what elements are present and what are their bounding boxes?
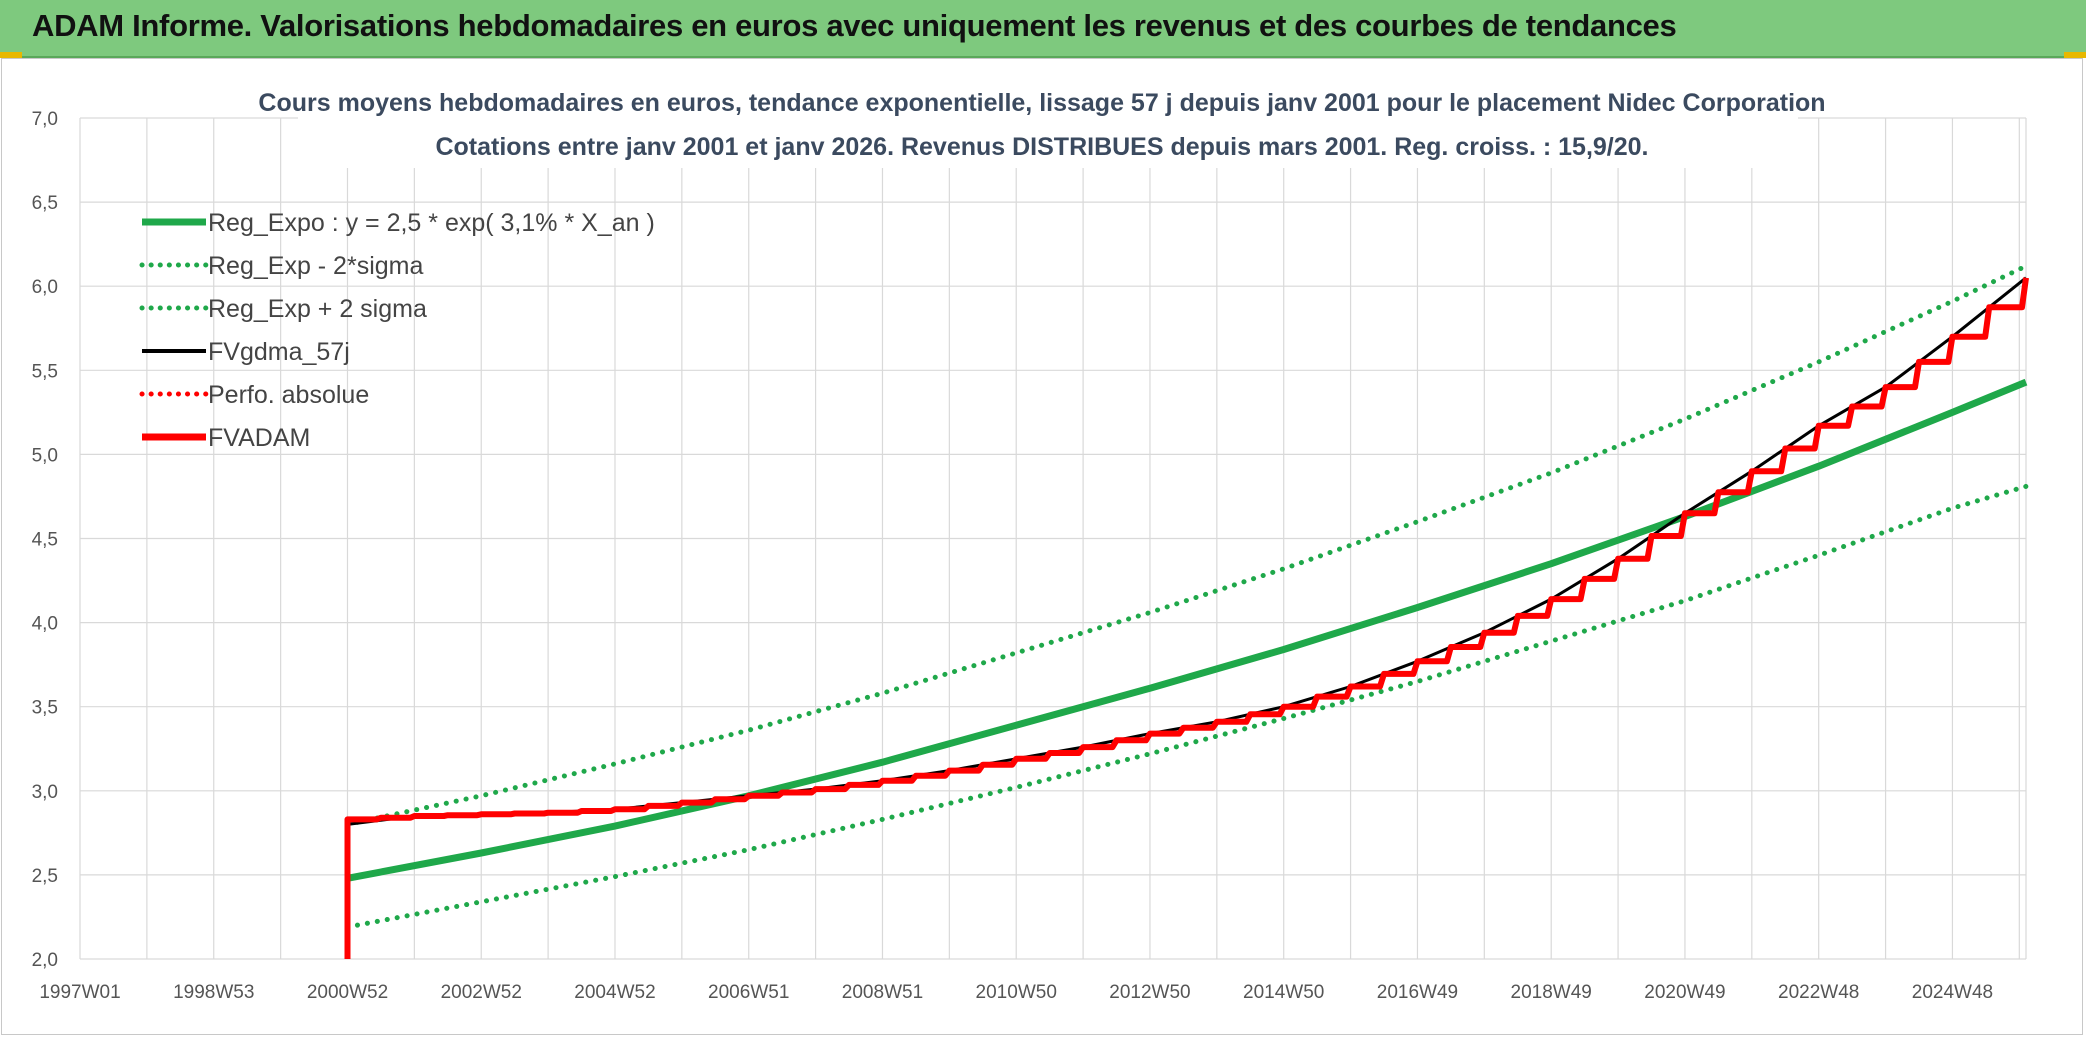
chart-title-line-2: Cotations entre janv 2001 et janv 2026. … — [435, 133, 1648, 161]
x-tick-label: 2012W50 — [1109, 982, 1190, 1003]
chart-titles: Cours moyens hebdomadaires en euros, ten… — [258, 80, 1826, 168]
report-banner: ADAM Informe. Valorisations hebdomadaire… — [0, 0, 2086, 58]
chart-title-background — [298, 80, 1798, 168]
x-tick-label: 2000W52 — [307, 982, 388, 1003]
legend-label-fvadam: FVADAM — [208, 424, 310, 452]
y-tick-label: 5,5 — [32, 361, 58, 382]
y-tick-label: 7,0 — [32, 109, 58, 130]
y-tick-label: 2,5 — [32, 866, 58, 887]
x-tick-label: 1997W01 — [39, 982, 120, 1003]
reg-expo-line — [346, 378, 2028, 882]
legend-label-reg_plus: Reg_Exp + 2 sigma — [208, 295, 427, 323]
x-tick-label: 2004W52 — [574, 982, 655, 1003]
y-tick-label: 2,0 — [32, 950, 58, 971]
x-tick-label: 2014W50 — [1243, 982, 1324, 1003]
chart-legend: Reg_Expo : y = 2,5 * exp( 3,1% * X_an ) R… — [139, 209, 655, 452]
report-title: ADAM Informe. Valorisations hebdomadaire… — [32, 8, 1677, 43]
x-tick-label: 2020W49 — [1644, 982, 1725, 1003]
x-tick-label: 2002W52 — [441, 982, 522, 1003]
fvadam-line — [344, 277, 2029, 959]
x-tick-label: 2024W48 — [1912, 982, 1993, 1003]
y-tick-label: 4,0 — [32, 614, 58, 635]
reg-plus-2sigma-line — [345, 263, 2029, 827]
y-axis-ticks: 2,0 2,5 3,0 3,5 4,0 4,5 5,0 5,5 6,0 6,5 7,0 — [32, 109, 58, 971]
y-tick-label: 5,0 — [32, 445, 58, 466]
banner-corner-right — [2064, 52, 2086, 58]
x-axis-ticks: 1997W01 1998W53 2000W52 2002W52 2004W52 2006W… — [39, 982, 1993, 1003]
y-tick-label: 6,5 — [32, 193, 58, 214]
legend-label-reg_expo: Reg_Expo : y = 2,5 * exp( 3,1% * X_an ) — [208, 209, 655, 237]
x-tick-label: 2006W51 — [708, 982, 789, 1003]
x-tick-label: 2010W50 — [976, 982, 1057, 1003]
chart-title-line-1: Cours moyens hebdomadaires en euros, ten… — [258, 89, 1825, 117]
chart-grid — [79, 117, 2027, 960]
legend-label-reg_minus: Reg_Exp - 2*sigma — [208, 252, 423, 280]
y-tick-label: 6,0 — [32, 277, 58, 298]
x-tick-label: 2008W51 — [842, 982, 923, 1003]
x-tick-label: 2018W49 — [1511, 982, 1592, 1003]
banner-corner-left — [0, 52, 22, 58]
x-tick-label: 2016W49 — [1377, 982, 1458, 1003]
legend-label-perfo: Perfo. absolue — [208, 381, 369, 409]
chart-frame — [1, 58, 2083, 1035]
reg-minus-2sigma-line — [345, 483, 2029, 930]
chart-series — [344, 263, 2029, 959]
y-tick-label: 4,5 — [32, 530, 58, 551]
y-tick-label: 3,5 — [32, 698, 58, 719]
y-tick-label: 3,0 — [32, 782, 58, 803]
legend-label-fvgdma: FVgdma_57j — [208, 338, 350, 366]
x-tick-label: 2022W48 — [1778, 982, 1859, 1003]
x-tick-label: 1998W53 — [173, 982, 254, 1003]
